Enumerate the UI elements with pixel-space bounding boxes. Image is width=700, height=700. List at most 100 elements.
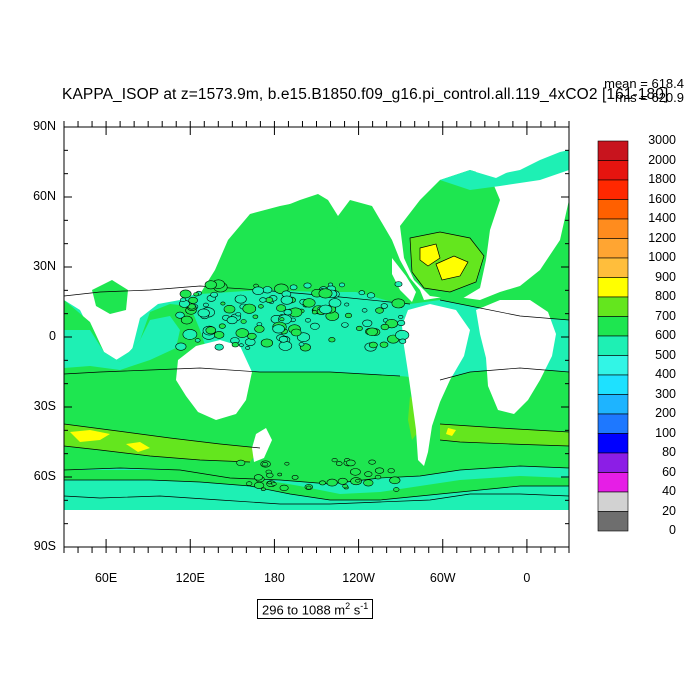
- indian-ocean-cyan: [64, 316, 180, 370]
- colorbar-swatch: [597, 491, 629, 512]
- y-tick-label: 90S: [33, 539, 56, 553]
- speckle-contour: [328, 337, 336, 343]
- speckle-contour: [380, 303, 388, 309]
- southern-speckle: [374, 474, 382, 480]
- greenland: [470, 144, 520, 178]
- speckle-contour: [180, 297, 187, 302]
- speckle-contour: [344, 302, 350, 307]
- range-suffix: s: [350, 602, 361, 618]
- speckle-contour: [175, 311, 185, 319]
- speckle-contour: [214, 343, 224, 351]
- speckle-contour: [226, 316, 238, 325]
- speckle-contour: [218, 323, 226, 329]
- southern-speckle: [363, 479, 374, 487]
- antarctic-shelf: [64, 494, 569, 510]
- acc-band-east: [440, 424, 569, 446]
- south-atlantic-patch: [446, 404, 492, 420]
- colorbar-swatch: [597, 452, 629, 473]
- speckle-contour: [366, 327, 378, 336]
- colorbar-level-label: 60: [662, 464, 676, 479]
- y-tick-label: 60S: [33, 469, 56, 483]
- speckle-contour: [358, 290, 365, 296]
- speckle-contour: [355, 325, 363, 331]
- colorbar-swatch: [597, 316, 629, 337]
- speckle-contour: [361, 308, 368, 313]
- southern-speckle: [374, 467, 385, 474]
- speckle-contour: [254, 325, 265, 333]
- southern-speckle: [342, 484, 349, 489]
- speckle-contour: [238, 343, 244, 348]
- colorbar-swatch: [597, 413, 629, 434]
- southern-speckle: [254, 481, 265, 489]
- range-suffix-exp: -1: [360, 601, 369, 611]
- speckle-contour: [379, 341, 389, 348]
- speckle-contour: [213, 331, 225, 339]
- speckle-contour: [311, 310, 318, 315]
- colorbar-swatch: [597, 218, 629, 239]
- speckle-contour: [375, 307, 384, 314]
- speckle-contour: [298, 342, 305, 347]
- colorbar-swatch: [597, 238, 629, 259]
- yellow-pocket-3: [446, 428, 456, 436]
- speckle-contour: [296, 332, 310, 343]
- colorbar-swatch: [597, 433, 629, 454]
- gulf-yellow-a: [420, 244, 440, 266]
- speckle-contour: [182, 329, 198, 340]
- speckle-contour: [193, 292, 200, 297]
- speckle-contour: [204, 280, 217, 290]
- southern-speckle: [236, 459, 246, 467]
- southern-speckle: [319, 480, 326, 486]
- southern-speckle: [364, 471, 373, 477]
- southern-speckle: [261, 462, 269, 467]
- speckle-contour: [234, 294, 247, 304]
- speckle-contour: [258, 304, 264, 309]
- map-field: [64, 127, 569, 547]
- speckle-contour: [175, 342, 187, 351]
- colorbar-level-label: 500: [655, 347, 676, 362]
- arabian-sea: [92, 280, 128, 314]
- colorbar-swatch: [597, 296, 629, 317]
- speckle-contour: [180, 315, 193, 325]
- tropical-speckles: [175, 279, 410, 492]
- colorbar-swatch: [597, 472, 629, 493]
- colorbar-swatch: [597, 140, 629, 161]
- southern-speckle: [246, 481, 253, 486]
- colorbar-level-label: 1000: [648, 250, 676, 264]
- south-america: [402, 304, 470, 466]
- colorbar-swatch: [597, 511, 629, 532]
- speckle-contour: [279, 317, 285, 322]
- x-tick-label: 60W: [429, 571, 456, 585]
- speckle-contour: [290, 328, 302, 337]
- colorbar-swatch: [597, 199, 629, 220]
- x-tick-label: 120E: [175, 571, 205, 585]
- speckle-contour: [235, 312, 242, 317]
- southern-speckle: [277, 472, 283, 477]
- southern-speckle: [337, 477, 348, 485]
- colorbar-level-label: 200: [655, 406, 676, 420]
- colorbar-swatch: [597, 179, 629, 200]
- speckle-contour: [395, 330, 410, 341]
- range-unit-exp: 2: [345, 601, 351, 611]
- y-tick-label: 90N: [33, 119, 56, 133]
- colorbar-level-label: 1600: [648, 191, 676, 206]
- x-tick-label: 60E: [94, 571, 118, 585]
- y-tick-label: 60N: [33, 189, 56, 203]
- speckle-contour: [205, 326, 217, 335]
- southern-speckle: [355, 478, 361, 483]
- colorbar-level-label: 3000: [648, 133, 676, 147]
- central-america: [392, 258, 416, 302]
- colorbar-swatch: [597, 257, 629, 278]
- australia: [176, 340, 252, 420]
- speckle-contour: [319, 304, 333, 315]
- speckle-contour: [244, 338, 256, 346]
- speckle-contour: [247, 332, 257, 340]
- range-text: 296 to 1088 m: [262, 602, 346, 618]
- colorbar-level-label: 400: [655, 367, 676, 381]
- speckle-contour: [341, 322, 349, 328]
- colorbar-level-label: 900: [655, 269, 676, 284]
- colorbar-level-label: 80: [662, 445, 676, 459]
- southern-speckle: [279, 484, 289, 492]
- speckle-contour: [265, 297, 274, 303]
- speckle-contour: [179, 289, 192, 299]
